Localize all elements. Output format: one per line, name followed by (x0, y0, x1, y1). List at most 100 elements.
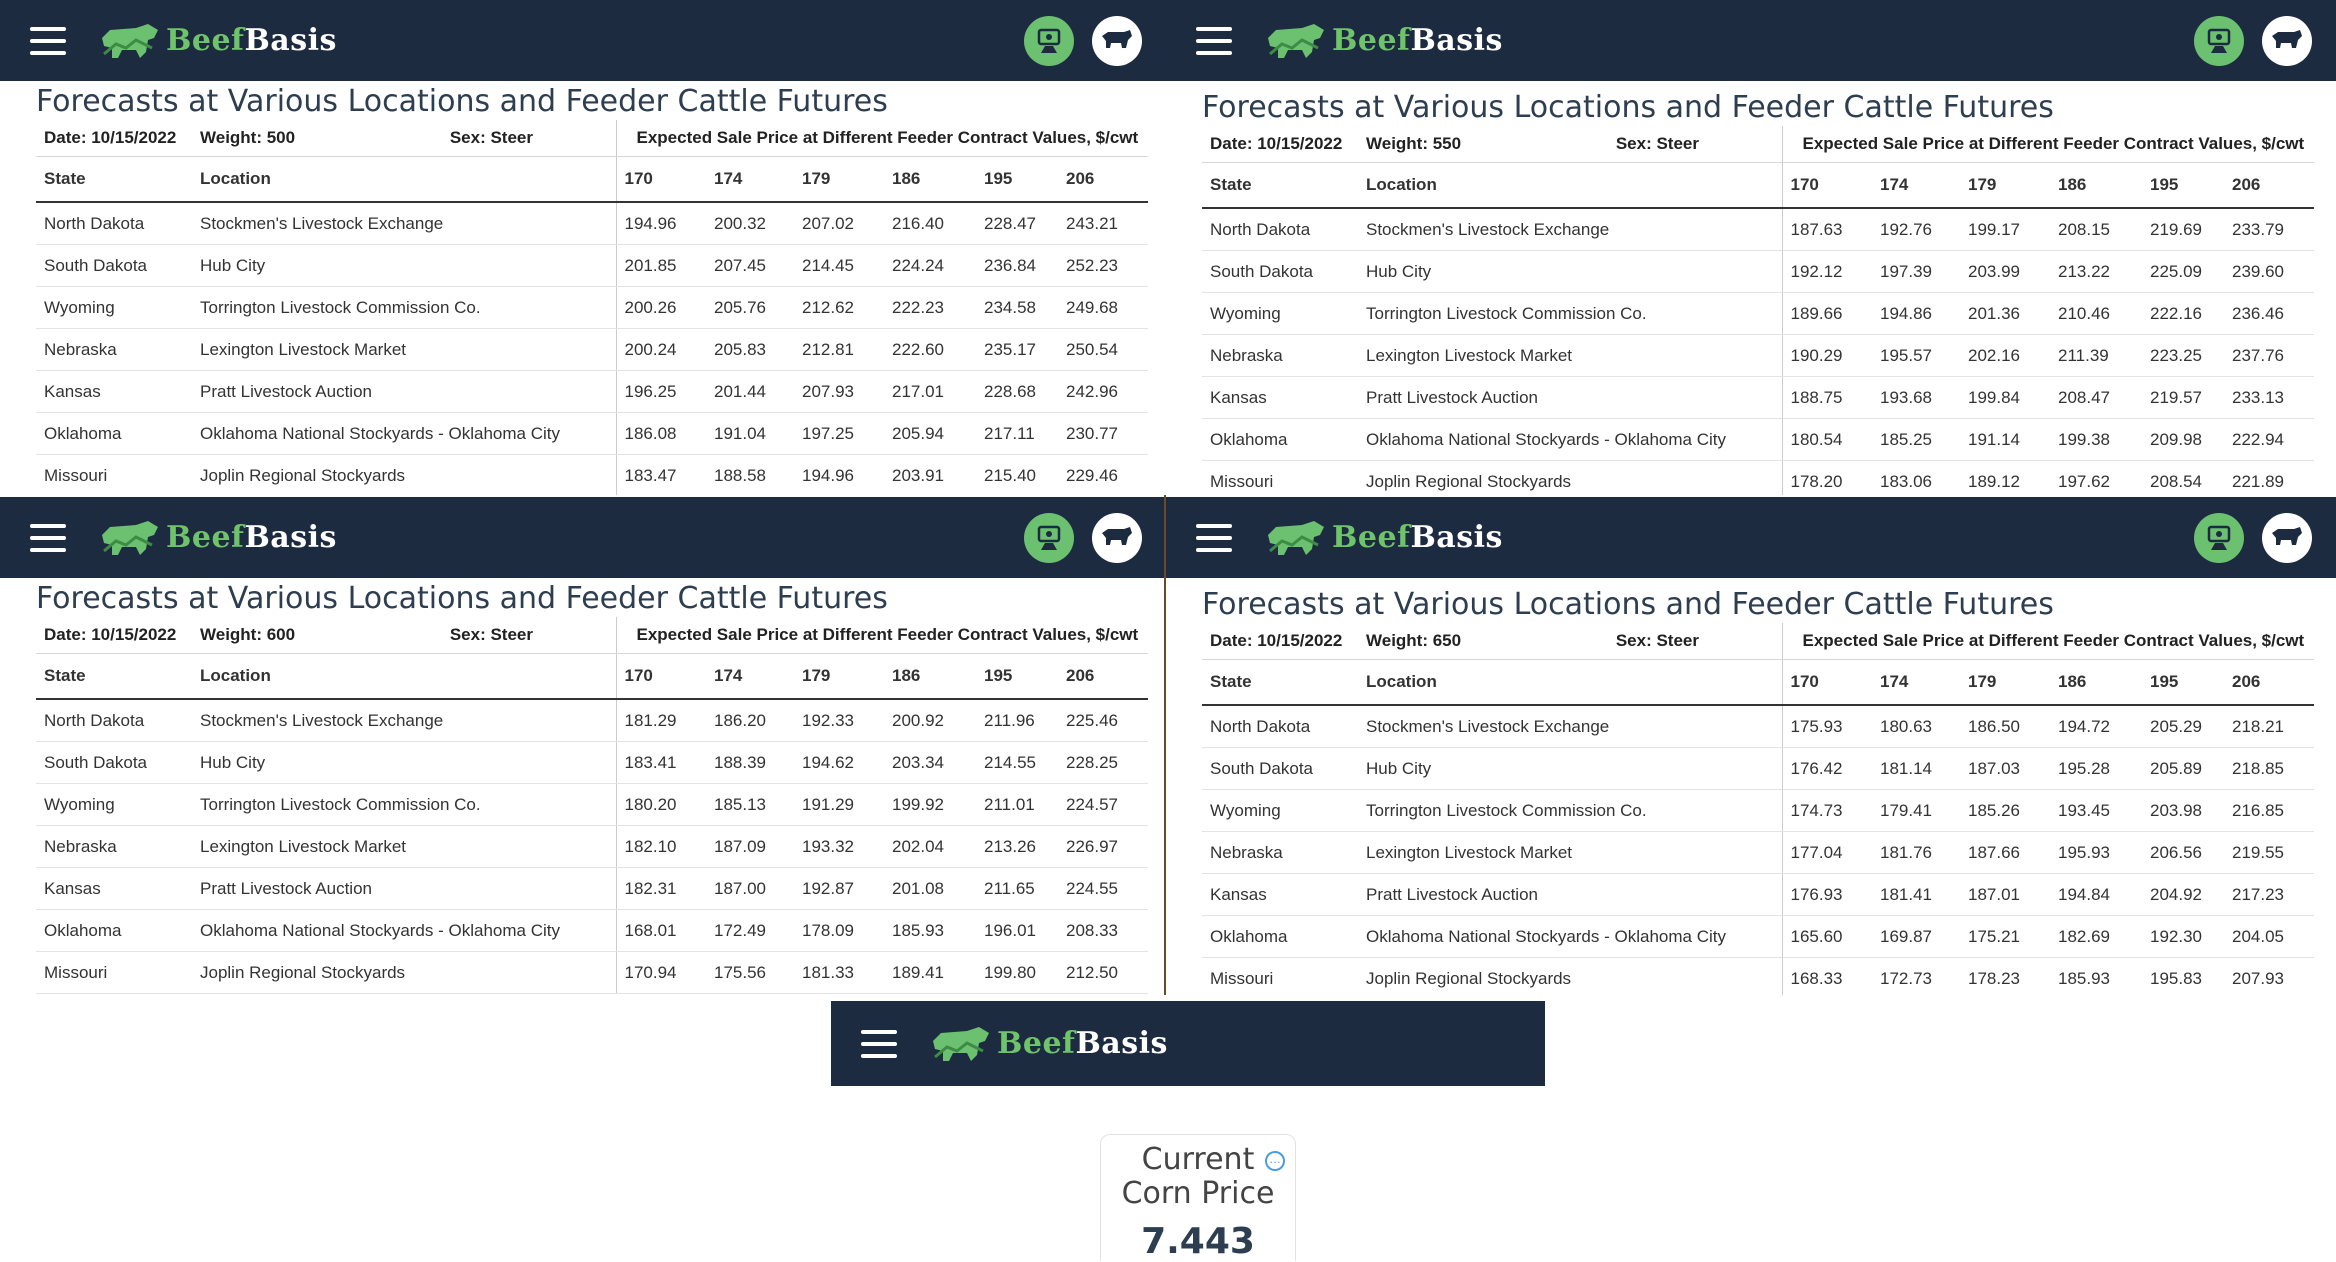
table-row: Missouri Joplin Regional Stockyards 170.94… (36, 951, 1148, 994)
table-cell: 189.66 (1782, 292, 1872, 335)
presenter-icon[interactable] (1024, 15, 1074, 66)
brand-logo[interactable]: BeefBasis (96, 18, 337, 64)
table-cell: 210.46 (2050, 292, 2142, 335)
table-cell: 205.29 (2142, 705, 2224, 748)
table-cell: 180.54 (1782, 418, 1872, 461)
table-cell: 175.21 (1960, 915, 2050, 958)
table-cell: Stockmen's Livestock Exchange (192, 202, 617, 245)
table-cell: 183.06 (1872, 460, 1960, 495)
table-meta-row: Date: 10/15/2022 Weight: 600 Sex: Steer … (36, 617, 1148, 654)
table-cell: Joplin Regional Stockyards (1358, 957, 1783, 995)
sex-label: Sex: Steer (1615, 631, 1699, 650)
table-cell: 212.50 (1058, 951, 1148, 994)
date-label: Date: 10/15/2022 (36, 120, 192, 157)
table-cell: 228.47 (976, 202, 1058, 245)
expected-price-label: Expected Sale Price at Different Feeder … (1782, 126, 2314, 163)
table-cell: 208.33 (1058, 909, 1148, 952)
column-header: 170 (616, 653, 706, 700)
table-row: Oklahoma Oklahoma National Stockyards - O… (36, 412, 1148, 455)
brand-logo[interactable]: BeefBasis (927, 1021, 1168, 1067)
forecast-table: Date: 10/15/2022 Weight: 550 Sex: Steer … (1202, 126, 2314, 495)
expected-price-label: Expected Sale Price at Different Feeder … (616, 617, 1148, 654)
table-cell: Kansas (36, 370, 192, 413)
table-row: Nebraska Lexington Livestock Market 200.24… (36, 328, 1148, 371)
table-cell: 223.25 (2142, 334, 2224, 377)
cow-logo-icon (1268, 23, 1324, 58)
brand-name: BeefBasis (997, 1026, 1168, 1061)
table-cell: 178.20 (1782, 460, 1872, 495)
table-cell: 187.63 (1782, 208, 1872, 251)
table-cell: Joplin Regional Stockyards (192, 951, 617, 994)
cattle-profile-icon[interactable] (2262, 512, 2312, 563)
table-row: Kansas Pratt Livestock Auction 188.75 193.6… (1202, 376, 2314, 419)
table-cell: 181.76 (1872, 831, 1960, 874)
forecast-panel-4: BeefBasis Forecasts at Various Locatio (1166, 497, 2336, 995)
presenter-glyph-icon (1037, 28, 1061, 53)
hamburger-menu-icon[interactable] (30, 523, 66, 552)
table-cell: 189.12 (1960, 460, 2050, 495)
brand-logo[interactable]: BeefBasis (1262, 515, 1503, 561)
table-cell: 222.23 (884, 286, 976, 329)
table-cell: 194.62 (794, 741, 884, 784)
info-icon[interactable]: … (1265, 1151, 1285, 1171)
column-header: State (1202, 162, 1358, 209)
table-cell: North Dakota (36, 202, 192, 245)
table-cell: 182.31 (616, 867, 706, 910)
table-cell: 197.25 (794, 412, 884, 455)
table-cell: 191.04 (706, 412, 794, 455)
brand-logo[interactable]: BeefBasis (1262, 18, 1503, 64)
table-cell: South Dakota (36, 741, 192, 784)
table-cell: 219.69 (2142, 208, 2224, 251)
table-cell: 195.93 (2050, 831, 2142, 874)
weight-sex-label: Weight: 500 Sex: Steer (192, 120, 617, 157)
brand-logo[interactable]: BeefBasis (96, 515, 337, 561)
table-cell: 187.09 (706, 825, 794, 868)
table-row: Nebraska Lexington Livestock Market 190.29… (1202, 334, 2314, 377)
table-cell: 182.10 (616, 825, 706, 868)
column-header: 179 (794, 653, 884, 700)
table-cell: 192.33 (794, 699, 884, 742)
table-cell: 196.25 (616, 370, 706, 413)
table-cell: North Dakota (1202, 705, 1358, 748)
table-cell: 200.92 (884, 699, 976, 742)
cow-glyph-icon (1102, 29, 1132, 48)
presenter-icon[interactable] (2194, 15, 2244, 66)
top-navbar: BeefBasis (1166, 0, 2336, 81)
table-row: Wyoming Torrington Livestock Commission C… (36, 286, 1148, 329)
table-row: North Dakota Stockmen's Livestock Exchang… (1202, 705, 2314, 748)
table-cell: Hub City (1358, 250, 1783, 293)
cattle-profile-icon[interactable] (1092, 512, 1142, 563)
table-cell: Torrington Livestock Commission Co. (1358, 292, 1783, 335)
table-row: Missouri Joplin Regional Stockyards 183.47… (36, 454, 1148, 495)
page-title: Forecasts at Various Locations and Feede… (36, 581, 888, 616)
presenter-glyph-icon (2207, 28, 2231, 53)
hamburger-menu-icon[interactable] (1196, 26, 1232, 55)
table-cell: Kansas (36, 867, 192, 910)
table-cell: 192.87 (794, 867, 884, 910)
presenter-icon[interactable] (2194, 512, 2244, 563)
table-cell: 199.92 (884, 783, 976, 826)
column-header: 174 (706, 156, 794, 203)
table-row: North Dakota Stockmen's Livestock Exchang… (36, 699, 1148, 742)
table-cell: 197.39 (1872, 250, 1960, 293)
hamburger-menu-icon[interactable] (1196, 523, 1232, 552)
table-row: Missouri Joplin Regional Stockyards 178.20… (1202, 460, 2314, 495)
table-cell: Wyoming (1202, 789, 1358, 832)
cattle-profile-icon[interactable] (2262, 15, 2312, 66)
hamburger-menu-icon[interactable] (30, 26, 66, 55)
table-cell: 230.77 (1058, 412, 1148, 455)
table-cell: 191.14 (1960, 418, 2050, 461)
hamburger-menu-icon[interactable] (861, 1029, 897, 1058)
table-cell: North Dakota (36, 699, 192, 742)
table-cell: 222.94 (2224, 418, 2314, 461)
table-cell: 217.11 (976, 412, 1058, 455)
cattle-profile-icon[interactable] (1092, 15, 1142, 66)
column-header: 206 (1058, 653, 1148, 700)
table-row: Nebraska Lexington Livestock Market 177.04… (1202, 831, 2314, 874)
table-cell: 228.25 (1058, 741, 1148, 784)
table-cell: 178.09 (794, 909, 884, 952)
presenter-icon[interactable] (1024, 512, 1074, 563)
cow-logo-icon (102, 23, 158, 58)
table-cell: 175.56 (706, 951, 794, 994)
cow-glyph-icon (2272, 526, 2302, 545)
